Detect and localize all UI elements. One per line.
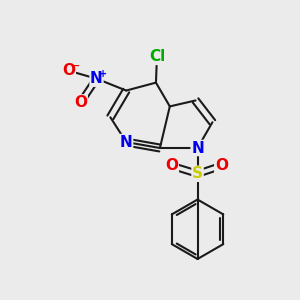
Text: S: S (192, 166, 203, 181)
Text: N: N (191, 140, 204, 155)
Text: +: + (99, 69, 107, 79)
Text: O: O (62, 63, 75, 78)
Text: Cl: Cl (149, 50, 165, 64)
Text: O: O (215, 158, 228, 173)
Text: N: N (120, 135, 133, 150)
Text: −: − (72, 61, 80, 71)
Text: N: N (90, 71, 103, 86)
Text: O: O (165, 158, 178, 173)
Text: O: O (74, 95, 87, 110)
